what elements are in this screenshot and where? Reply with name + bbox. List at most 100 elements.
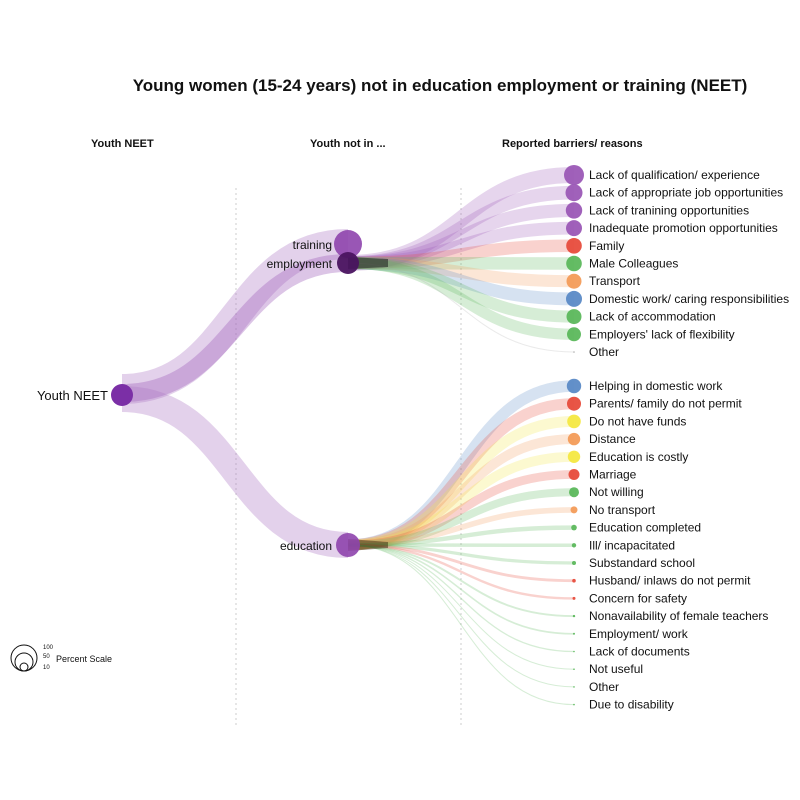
scale-circle-10: [19, 662, 29, 672]
chart-title: Young women (15-24 years) not in educati…: [132, 76, 748, 95]
education-label: education: [280, 539, 332, 553]
employment-reason-label-lack-of-qualification-experience: Lack of qualification/ experience: [589, 168, 760, 182]
education-reason-label-education-completed: Education completed: [589, 521, 701, 535]
education-reason-label-not-useful: Not useful: [589, 662, 643, 676]
flow-ribbons: [121, 167, 575, 706]
employment-reason-label-lack-of-accommodation: Lack of accommodation: [589, 310, 716, 324]
education-reason-label-marriage: Marriage: [589, 468, 637, 482]
education-reason-label-lack-of-documents: Lack of documents: [589, 645, 690, 659]
education-reason-node-nonavailability-of-female-teachers: [572, 614, 576, 618]
education-reason-label-due-to-disability: Due to disability: [589, 698, 674, 712]
employment-reason-label-lack-of-appropriate-job-opportunities: Lack of appropriate job opportunities: [589, 186, 783, 200]
education-reason-flow-marriage: [347, 470, 575, 550]
education-reason-node-concern-for-safety: [572, 596, 576, 600]
education-reason-node-no-transport: [570, 506, 578, 514]
employment-reason-flow-other: [347, 262, 575, 353]
employment-reason-label-inadequate-promotion-opportunities: Inadequate promotion opportunities: [589, 221, 778, 235]
scale-label: Percent Scale: [56, 654, 112, 664]
education-reason-label-not-willing: Not willing: [589, 485, 644, 499]
column-guides: [235, 188, 462, 728]
education-reason-node-education-completed: [571, 524, 577, 531]
education-reason-flow-nonavailability-of-female-teachers: [347, 544, 575, 618]
employment-reason-label-domestic-work-caring-responsibilities: Domestic work/ caring responsibilities: [589, 292, 789, 306]
education-reason-label-no-transport: No transport: [589, 503, 656, 517]
education-reason-node-employment-work: [573, 632, 575, 635]
employment-node: [337, 252, 359, 274]
education-reason-node-ill-incapacitated: [571, 543, 577, 548]
education-reason-label-substandard-school: Substandard school: [589, 556, 695, 570]
education-reason-label-parents-family-do-not-permit: Parents/ family do not permit: [589, 397, 742, 411]
education-reason-flow-education-is-costly: [347, 451, 575, 550]
education-reason-node-parents-family-do-not-permit: [567, 396, 581, 411]
column-header-barriers: Reported barriers/ reasons: [502, 138, 643, 150]
employment-reason-label-lack-of-tranining-opportunities: Lack of tranining opportunities: [589, 203, 749, 217]
education-reason-node-not-useful: [573, 668, 575, 670]
education-reason-node-lack-of-documents: [573, 650, 575, 653]
root-label: Youth NEET: [37, 388, 108, 403]
employment-label: employment: [267, 257, 333, 271]
education-reason-label-concern-for-safety: Concern for safety: [589, 591, 687, 605]
education-reason-node-due-to-disability: [573, 703, 575, 706]
employment-reason-node-lack-of-tranining-opportunities: [565, 202, 583, 219]
employment-reason-label-male-colleagues: Male Colleagues: [589, 257, 678, 271]
education-reason-label-husband-inlaws-do-not-permit: Husband/ inlaws do not permit: [589, 574, 751, 588]
employment-reason-label-transport: Transport: [589, 274, 641, 288]
education-reason-flow-employment-work: [347, 544, 575, 635]
education-reason-label-employment-work: Employment/ work: [589, 627, 689, 641]
employment-reason-node-domestic-work-caring-responsibilities: [566, 290, 582, 307]
education-reason-flow-helping-in-domestic-work: [347, 380, 575, 551]
scale-circle-50: [14, 652, 34, 672]
education-node: [336, 533, 360, 557]
education-reason-node-not-willing: [569, 487, 579, 498]
education-reason-flow-due-to-disability: [347, 544, 575, 706]
employment-reason-label-employers-lack-of-flexibility: Employers' lack of flexibility: [589, 327, 735, 341]
employment-reason-node-lack-of-accommodation: [566, 309, 582, 325]
scale-circle-100: [10, 644, 38, 672]
education-reason-label-distance: Distance: [589, 432, 636, 446]
education-reason-node-do-not-have-funds: [567, 414, 581, 429]
education-reason-node-education-is-costly: [567, 450, 581, 463]
education-reason-flow-distance: [347, 434, 575, 550]
education-reason-label-other: Other: [589, 680, 619, 694]
nodes: [111, 165, 584, 706]
education-reason-flow-lack-of-documents: [347, 544, 575, 653]
flow-root-education: [121, 386, 349, 558]
education-reason-node-marriage: [568, 469, 580, 480]
node-labels: Lack of qualification/ experience Lack of…: [37, 168, 789, 712]
education-reason-flow-parents-family-do-not-permit: [347, 398, 575, 551]
flow-root-employment: [121, 254, 349, 402]
employment-reason-label-family: Family: [589, 239, 624, 253]
employment-reason-label-other: Other: [589, 345, 619, 359]
education-reason-node-other: [573, 686, 575, 688]
education-reason-node-substandard-school: [572, 561, 576, 565]
scale-value-10: 10: [43, 665, 50, 671]
employment-reason-node-transport: [566, 273, 582, 289]
employment-reason-flow-lack-of-qualification-experience: [347, 167, 575, 271]
column-header-youth-not-in: Youth not in ...: [310, 138, 386, 150]
column-header-youth-neet: Youth NEET: [91, 138, 154, 150]
education-reason-label-do-not-have-funds: Do not have funds: [589, 414, 686, 428]
education-reason-flow-other: [347, 544, 575, 688]
education-reason-node-distance: [567, 432, 581, 446]
education-reason-node-helping-in-domestic-work: [566, 378, 582, 394]
education-reason-label-education-is-costly: Education is costly: [589, 450, 688, 464]
scale-value-100: 100: [43, 645, 54, 651]
training-node: [334, 230, 362, 258]
education-reason-label-nonavailability-of-female-teachers: Nonavailability of female teachers: [589, 609, 768, 623]
education-reason-node-husband-inlaws-do-not-permit: [572, 578, 576, 583]
education-reason-flow-not-useful: [347, 544, 575, 670]
employment-reason-node-male-colleagues: [566, 255, 582, 272]
employment-reason-node-employers-lack-of-flexibility: [567, 327, 581, 342]
education-reason-label-ill-incapacitated: Ill/ incapacitated: [589, 538, 675, 552]
employment-reason-node-other: [573, 351, 575, 353]
employment-reason-node-family: [566, 238, 582, 254]
employment-reason-node-lack-of-appropriate-job-opportunities: [565, 184, 583, 202]
training-label: training: [293, 238, 332, 252]
percent-scale-legend: 100 50 10 Percent Scale: [10, 644, 112, 672]
employment-reason-node-lack-of-qualification-experience: [564, 165, 584, 185]
employment-reason-node-inadequate-promotion-opportunities: [566, 220, 582, 237]
flow-root-training: [121, 229, 349, 404]
scale-value-50: 50: [43, 654, 50, 660]
education-reason-label-helping-in-domestic-work: Helping in domestic work: [589, 379, 723, 393]
